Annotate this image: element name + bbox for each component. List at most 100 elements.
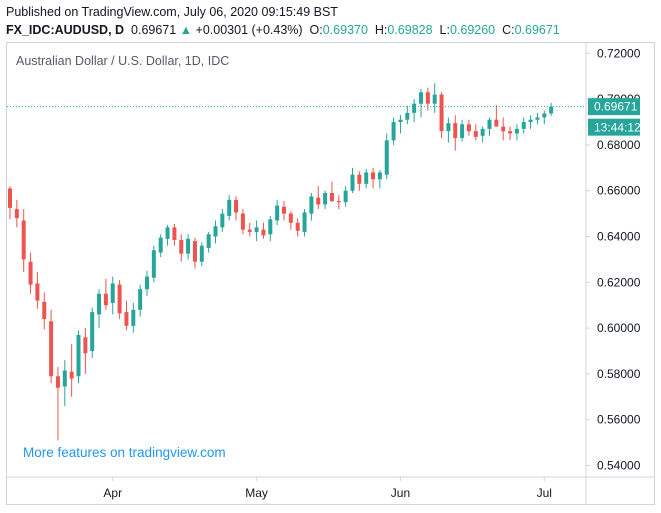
candle: [357, 171, 362, 191]
candle-body: [261, 229, 266, 236]
candle-body: [514, 128, 519, 134]
candle-body: [186, 238, 191, 254]
candle: [76, 330, 81, 384]
candle: [453, 115, 458, 151]
last-price-tag: 0.69671 13:44:12: [588, 98, 641, 136]
candle: [514, 124, 519, 141]
candle: [528, 115, 533, 129]
candle-body: [110, 283, 115, 303]
candle: [179, 234, 184, 262]
candle: [398, 115, 403, 134]
candle: [220, 209, 225, 232]
candle: [21, 209, 26, 273]
candle-body: [336, 201, 341, 203]
candle: [549, 103, 554, 117]
candle-body: [487, 119, 492, 129]
last-price: 0.69671: [131, 23, 177, 37]
candle-body: [323, 193, 328, 205]
candle: [206, 231, 211, 253]
candle-body: [76, 335, 81, 377]
candle: [165, 225, 170, 246]
candle: [412, 99, 417, 123]
candle: [343, 186, 348, 207]
candle: [145, 270, 149, 297]
published-caption: Published on TradingView.com, July 06, 2…: [6, 5, 338, 19]
candle: [247, 222, 252, 237]
x-tick-label: Jul: [537, 486, 552, 500]
candle-body: [494, 119, 499, 127]
candle-body: [206, 234, 211, 248]
candle: [466, 119, 471, 136]
candle: [446, 117, 451, 143]
candle-body: [165, 227, 170, 239]
candle-body: [145, 276, 149, 290]
open-value: 0.69370: [322, 23, 368, 37]
candle: [384, 133, 389, 180]
candle-body: [432, 94, 437, 104]
candle-body: [302, 212, 307, 232]
y-tick-label: 0.56000: [597, 413, 641, 427]
candle: [90, 307, 95, 358]
candle-body: [62, 370, 67, 387]
candle: [309, 193, 314, 221]
y-tick-label: 0.62000: [597, 275, 641, 289]
y-tick-label: 0.64000: [597, 230, 641, 244]
candle-body: [549, 106, 554, 114]
candle: [405, 105, 410, 125]
candle-body: [8, 188, 12, 208]
candle: [473, 124, 478, 141]
candle-body: [501, 126, 506, 132]
candle: [377, 170, 382, 189]
candle-body: [419, 92, 423, 104]
candle-body: [329, 193, 334, 202]
candle: [268, 215, 273, 242]
candle: [192, 237, 197, 269]
promo-link[interactable]: More features on tradingview.com: [23, 445, 226, 460]
candle: [172, 223, 177, 246]
candle: [110, 276, 115, 315]
candle-body: [28, 261, 33, 285]
candle: [535, 112, 540, 125]
candle: [439, 92, 444, 139]
low-value: 0.69260: [449, 23, 496, 37]
candle: [295, 218, 300, 237]
candle: [151, 245, 156, 283]
candle-body: [288, 213, 293, 223]
candle-body: [254, 227, 259, 232]
candle: [227, 195, 232, 221]
countdown-tag-bg: [588, 118, 640, 136]
candle-body: [309, 196, 314, 214]
candle-body: [21, 220, 26, 260]
candle-body: [528, 119, 533, 123]
time-axis: Apr May Jun Jul: [103, 477, 552, 500]
candle-body: [364, 172, 369, 184]
candle-body: [131, 309, 136, 326]
candle: [42, 292, 47, 330]
candle-body: [124, 312, 129, 326]
candle-body: [391, 122, 396, 141]
candle-body: [316, 197, 321, 205]
candle: [501, 117, 506, 141]
candle-body: [35, 283, 40, 301]
candle-body: [55, 376, 60, 388]
candle-body: [282, 206, 286, 214]
candle-body: [83, 337, 88, 354]
candle-body: [14, 209, 19, 219]
candle-body: [192, 241, 197, 262]
chart-frame: [6, 42, 655, 505]
candle-body: [384, 140, 389, 175]
y-tick-label: 0.68000: [597, 138, 641, 152]
symbol-ohlc-bar: FX_IDC:AUDUSD, D 0.69671 ▲ +0.00301 (+0.…: [6, 23, 560, 37]
candle-body: [179, 239, 184, 254]
candle-body: [405, 112, 410, 120]
last-price-tag-bg: [588, 98, 640, 116]
candle-body: [151, 250, 156, 278]
candle: [97, 289, 102, 329]
candle-body: [425, 92, 430, 104]
candle-body: [412, 103, 417, 113]
candle-body: [446, 123, 451, 132]
candle: [103, 278, 108, 310]
candle: [138, 284, 143, 317]
candle: [487, 117, 492, 136]
